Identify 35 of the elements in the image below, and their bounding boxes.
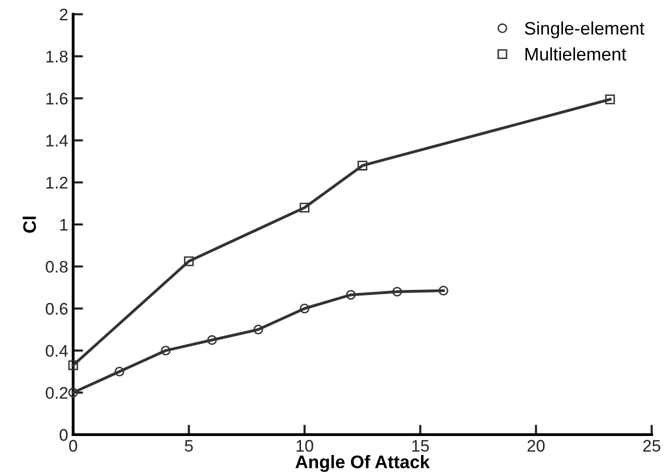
point — [68, 388, 78, 398]
legend-label: Single-element — [524, 21, 644, 38]
x-tick-label: 25 — [643, 440, 660, 452]
y-tick-label: 0.4 — [46, 344, 68, 357]
point — [358, 160, 368, 170]
x-axis-title: Angle Of Attack — [296, 455, 430, 472]
y-tick-label: 0 — [60, 429, 68, 441]
point — [605, 94, 615, 104]
x-tick-label: 5 — [184, 440, 193, 452]
x-tick-label: 20 — [528, 440, 545, 452]
point — [160, 346, 171, 356]
y-axis-title: Cl — [22, 216, 36, 233]
y-tick-label: 0.6 — [46, 302, 68, 315]
point — [300, 202, 310, 212]
point — [207, 335, 217, 345]
point — [438, 286, 448, 296]
x-tick-label: 15 — [412, 440, 429, 452]
y-tick-label: 1 — [60, 219, 68, 230]
x-tick-label: 10 — [296, 440, 314, 452]
point — [184, 256, 194, 266]
point — [68, 360, 78, 370]
y-tick-label: 2 — [60, 8, 68, 20]
y-tick-label: 0.8 — [46, 260, 68, 273]
y-tick-label: 1.4 — [46, 134, 68, 146]
point — [392, 286, 402, 297]
point — [300, 304, 310, 314]
point — [253, 324, 264, 334]
y-tick-label: 1.8 — [46, 50, 68, 62]
y-tick-label: 1.2 — [46, 176, 68, 188]
x-tick-label: 0 — [69, 440, 78, 452]
point — [114, 366, 124, 376]
legend-label: Multielement — [526, 47, 626, 61]
y-tick-label: 1.6 — [46, 92, 68, 105]
point — [346, 290, 356, 300]
y-tick-label: 0.2 — [46, 386, 68, 399]
